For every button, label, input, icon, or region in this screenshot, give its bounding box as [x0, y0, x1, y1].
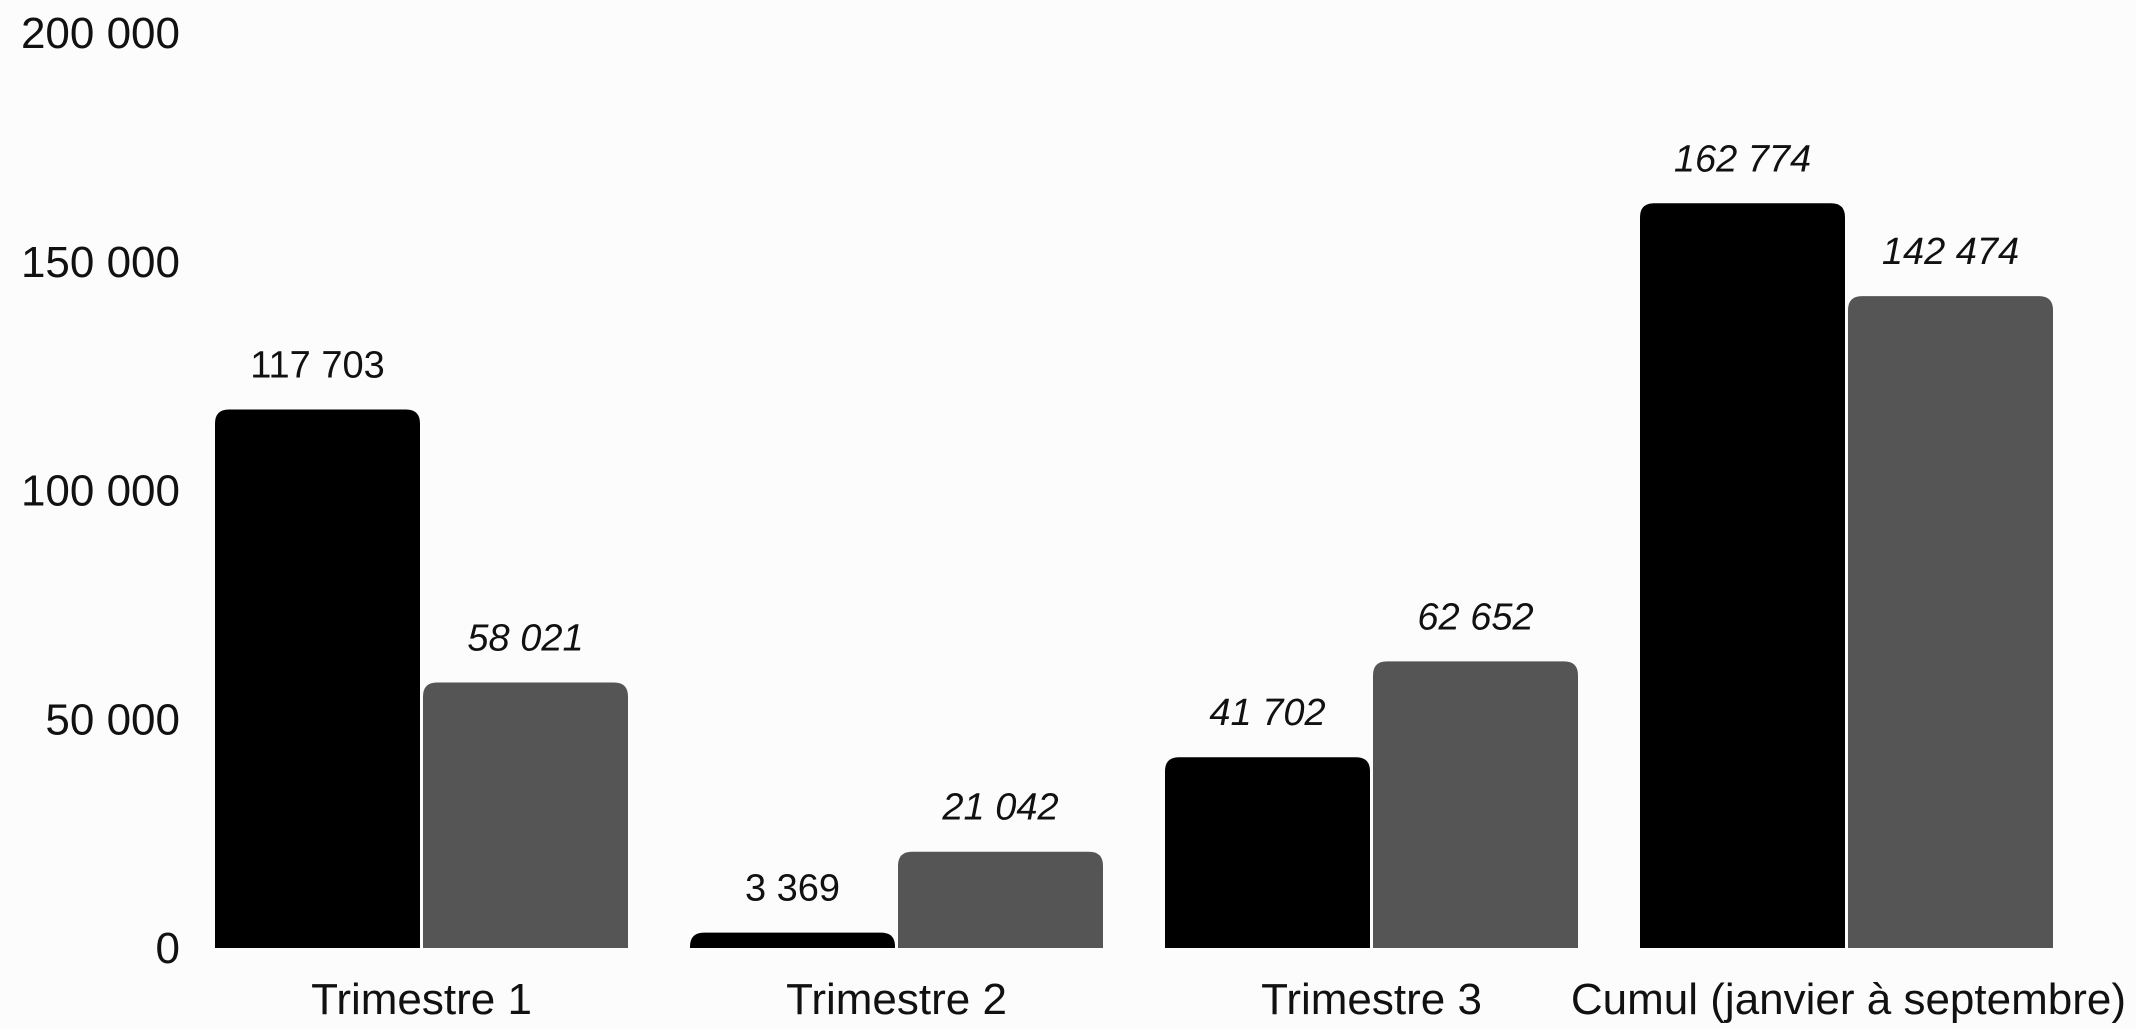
data-label: 117 703: [250, 345, 385, 387]
x-tick-label: Trimestre 3: [1261, 975, 1482, 1024]
y-tick-label: 200 000: [21, 9, 180, 58]
data-label: 58 021: [467, 618, 583, 660]
y-tick-label: 0: [156, 924, 180, 973]
x-tick-label: Trimestre 1: [311, 975, 532, 1024]
x-tick-label: Cumul (janvier à septembre): [1571, 975, 2126, 1024]
bar: [690, 932, 895, 948]
data-label: 62 652: [1417, 596, 1533, 638]
bar: [1848, 296, 2053, 948]
y-tick-label: 150 000: [21, 238, 180, 287]
data-label: 41 702: [1209, 692, 1325, 734]
bar: [215, 409, 420, 948]
y-tick-label: 50 000: [45, 695, 180, 744]
bar: [1640, 203, 1845, 948]
data-label: 162 774: [1674, 138, 1811, 180]
bar: [423, 682, 628, 948]
bar: [898, 851, 1103, 948]
bar: [1373, 661, 1578, 948]
bar: [1165, 757, 1370, 948]
data-label: 3 369: [745, 868, 840, 910]
data-label: 142 474: [1882, 231, 2019, 273]
y-tick-label: 100 000: [21, 467, 180, 516]
data-label: 21 042: [941, 787, 1058, 829]
x-tick-label: Trimestre 2: [786, 975, 1007, 1024]
